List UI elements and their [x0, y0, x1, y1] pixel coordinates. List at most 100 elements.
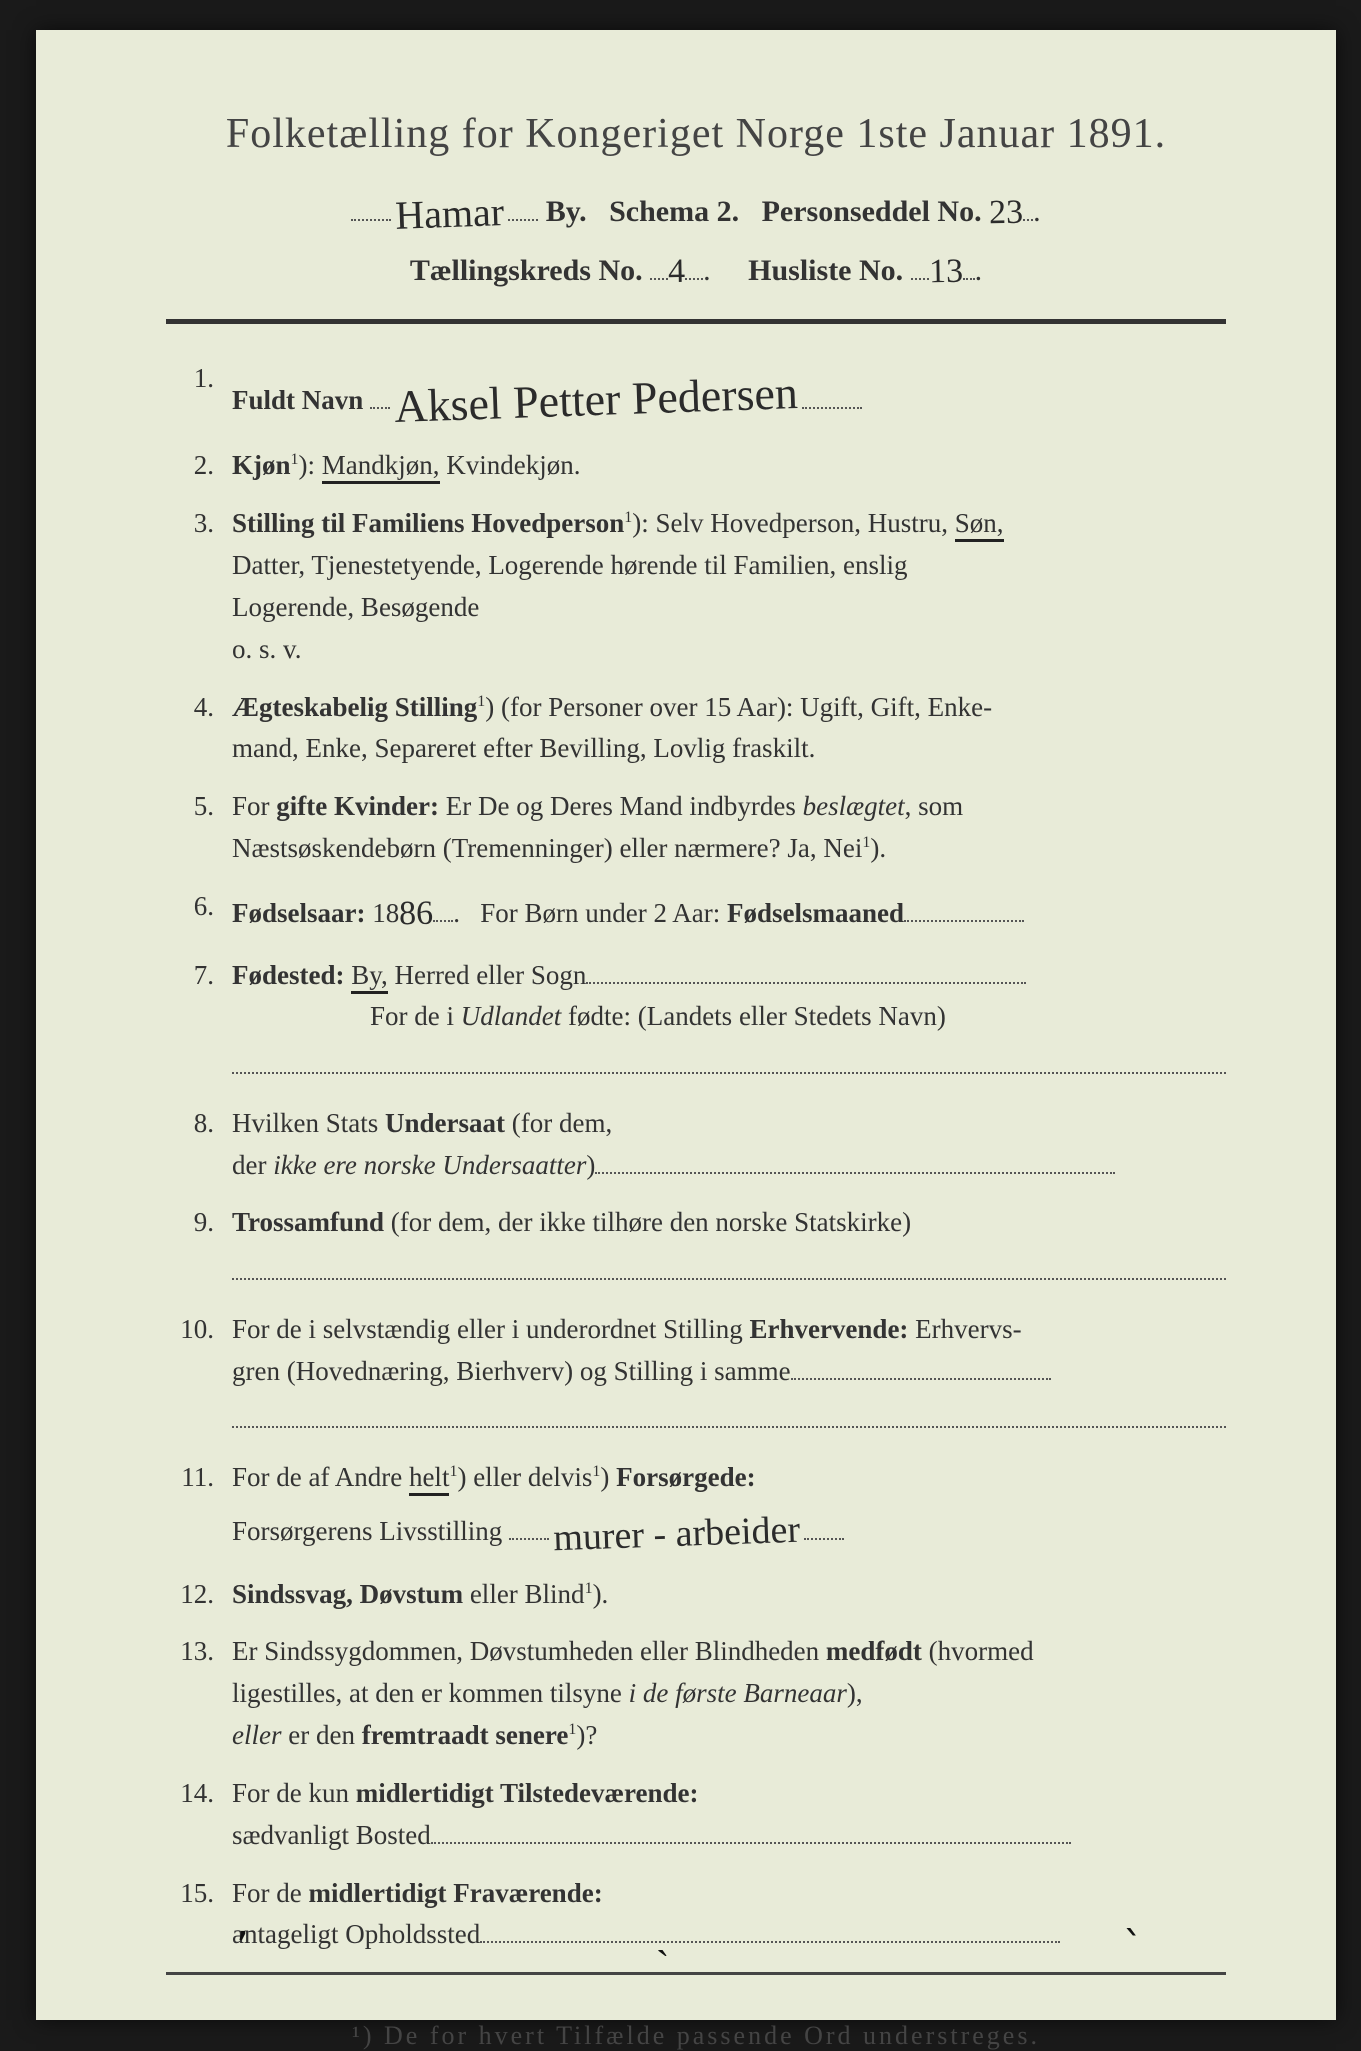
hw-full-name: Aksel Petter Pedersen — [389, 357, 803, 443]
q14-num: 14. — [166, 1773, 232, 1857]
q3-line2: Datter, Tjenestetyende, Logerende hørend… — [232, 550, 907, 580]
q3-line3: Logerende, Besøgende — [232, 592, 479, 622]
form-header: Folketælling for Kongeriget Norge 1ste J… — [166, 110, 1226, 289]
q5-em: beslægtet — [803, 791, 905, 821]
q9: 9. Trossamfund (for dem, der ikke tilhør… — [166, 1202, 1226, 1292]
q12-b: Sindssvag, Døvstum — [232, 1579, 463, 1609]
q9-num: 9. — [166, 1202, 232, 1292]
q11-mid: eller delvis — [466, 1462, 592, 1492]
q8-em: ikke ere norske Undersaatter — [273, 1150, 586, 1180]
q4-label: Ægteskabelig Stilling — [232, 692, 477, 722]
q2-num: 2. — [166, 445, 232, 487]
q2-label: Kjøn — [232, 450, 291, 480]
husliste-label: Husliste No. — [748, 254, 903, 287]
q7-line2b: fødte: (Landets eller Stedets Navn) — [561, 1001, 946, 1031]
kreds-label: Tællingskreds No. — [410, 254, 643, 287]
q3-num: 3. — [166, 503, 232, 670]
q5-num: 5. — [166, 786, 232, 870]
q15-b: midlertidigt Fraværende: — [309, 1878, 603, 1908]
divider-bottom — [166, 1972, 1226, 1975]
q11: 11. For de af Andre helt1) eller delvis1… — [166, 1457, 1226, 1558]
q12: 12. Sindssvag, Døvstum eller Blind1). — [166, 1574, 1226, 1616]
q5-b1: gifte Kvinder: — [276, 791, 439, 821]
q4-tail: (for Personer over 15 Aar): Ugift, Gift,… — [494, 692, 992, 722]
q7-line2a: For de i — [370, 1001, 461, 1031]
footnote: ¹) De for hvert Tilfælde passende Ord un… — [166, 2021, 1226, 2051]
q6-num: 6. — [166, 886, 232, 939]
q13-line1a: Er Sindssygdommen, Døvstumheden eller Bl… — [232, 1636, 826, 1666]
title: Folketælling for Kongeriget Norge 1ste J… — [166, 110, 1226, 158]
q3: 3. Stilling til Familiens Hovedperson1):… — [166, 503, 1226, 670]
q14-line2: sædvanligt Bosted — [232, 1820, 431, 1850]
q14-b: midlertidigt Tilstedeværende: — [356, 1778, 699, 1808]
q6: 6. Fødselsaar: 1886. For Børn under 2 Aa… — [166, 886, 1226, 939]
hw-personseddel-no: 23 — [989, 194, 1024, 233]
q2: 2. Kjøn1): Mandkjøn, Kvindekjøn. — [166, 445, 1226, 487]
q6-prefix: 18 — [365, 898, 399, 928]
q8: 8. Hvilken Stats Undersaat (for dem, der… — [166, 1103, 1226, 1187]
hw-year: 86 — [399, 888, 434, 941]
q15-lead: For de — [232, 1878, 309, 1908]
q1-label: Fuldt Navn — [232, 385, 363, 415]
q13-em: i de første Barneaar — [629, 1678, 847, 1708]
q13-line1b: (hvormed — [922, 1636, 1034, 1666]
q7-num: 7. — [166, 955, 232, 1087]
schema-label: Schema 2. — [609, 195, 739, 228]
q10-num: 10. — [166, 1309, 232, 1441]
q8-line1b: (for dem, — [505, 1108, 612, 1138]
q5-line2: Næstsøskendebørn (Tremenninger) eller næ… — [232, 833, 862, 863]
q6-label: Fødselsaar: — [232, 898, 365, 928]
q6-mid: For Børn under 2 Aar: — [480, 898, 727, 928]
mark-icon: ՚ — [236, 1923, 249, 1970]
divider-top — [166, 319, 1226, 324]
q5-tail2: , som — [905, 791, 964, 821]
q14-lead: For de kun — [232, 1778, 356, 1808]
hw-town: Hamar — [391, 188, 509, 239]
q7-by: By, — [351, 960, 388, 994]
q7-line2em: Udlandet — [461, 1001, 562, 1031]
header-line-1: Hamar By. Schema 2. Personseddel No. 23. — [166, 184, 1226, 231]
q8-line1a: Hvilken Stats — [232, 1108, 385, 1138]
q10-b: Erhvervende: — [749, 1314, 908, 1344]
q3-label: Stilling til Familiens Hovedperson — [232, 508, 624, 538]
mark-icon: ՝ — [1126, 1923, 1136, 1970]
q5-tail: Er De og Deres Mand indbyrdes — [439, 791, 803, 821]
q11-u1: helt — [409, 1462, 450, 1496]
q12-num: 12. — [166, 1574, 232, 1616]
q3-line4: o. s. v. — [232, 634, 302, 664]
q13-line2b: ), — [847, 1678, 863, 1708]
q3-tail1: Selv Hovedperson, Hustru, — [656, 508, 955, 538]
header-line-2: Tællingskreds No. 4. Husliste No. 13. — [166, 251, 1226, 289]
q14: 14. For de kun midlertidigt Tilstedevære… — [166, 1773, 1226, 1857]
q13-line3mid: er den — [281, 1720, 361, 1750]
q8-line2a: der — [232, 1150, 273, 1180]
census-form-page: Folketælling for Kongeriget Norge 1ste J… — [36, 30, 1336, 2020]
q9-rest: (for dem, der ikke tilhøre den norske St… — [384, 1207, 911, 1237]
q1-num: 1. — [166, 358, 232, 429]
q13-line3b: ? — [585, 1720, 597, 1750]
q13-b1: medfødt — [826, 1636, 922, 1666]
q4-num: 4. — [166, 687, 232, 771]
q3-son: Søn, — [955, 508, 1004, 542]
q5-lead: For — [232, 791, 276, 821]
q10-line2: gren (Hovednæring, Bierhverv) og Stillin… — [232, 1356, 791, 1386]
q4-line2: mand, Enke, Separeret efter Bevilling, L… — [232, 733, 815, 763]
q13-line2a: ligestilles, at den er kommen tilsyne — [232, 1678, 629, 1708]
hw-livsstilling: murer - arbeider — [548, 1500, 805, 1568]
q2-mandkjon: Mandkjøn, — [322, 450, 440, 484]
q13: 13. Er Sindssygdommen, Døvstumheden elle… — [166, 1631, 1226, 1757]
q15: 15. For de midlertidigt Fraværende: anta… — [166, 1873, 1226, 1957]
by-label: By. — [546, 195, 587, 228]
q8-b: Undersaat — [385, 1108, 505, 1138]
q15-line2: antageligt Opholdssted — [232, 1919, 480, 1949]
q7: 7. Fødested: By, Herred eller Sogn For d… — [166, 955, 1226, 1087]
mark-icon: ˴ — [656, 1923, 669, 1970]
hw-kreds-no: 4 — [668, 253, 686, 291]
personseddel-label: Personseddel No. — [762, 195, 982, 228]
q15-num: 15. — [166, 1873, 232, 1957]
q13-b2: fremtraadt senere — [362, 1720, 569, 1750]
q13-num: 13. — [166, 1631, 232, 1757]
q11-line1a: For de af Andre — [232, 1462, 409, 1492]
q6-b2: Fødselsmaaned — [727, 898, 904, 928]
q8-num: 8. — [166, 1103, 232, 1187]
